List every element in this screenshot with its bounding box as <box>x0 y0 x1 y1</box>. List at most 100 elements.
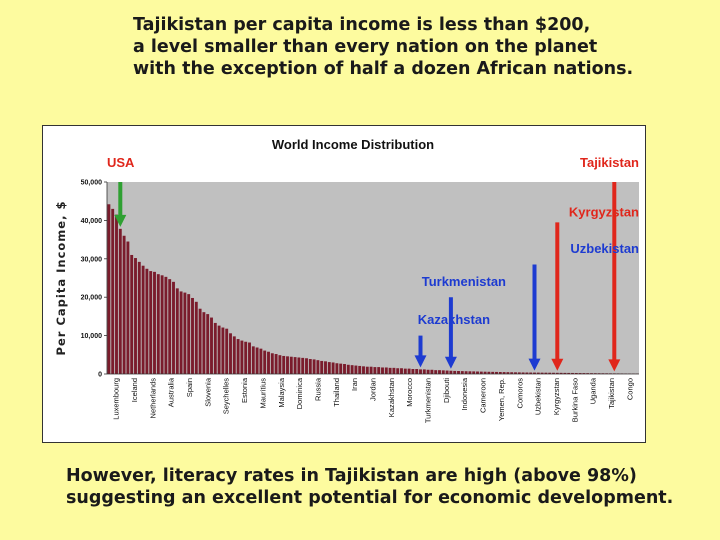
x-category-label: Seychelles <box>222 378 231 415</box>
bar <box>593 373 597 374</box>
bar <box>343 364 346 374</box>
y-tick-label: 20,000 <box>81 295 103 302</box>
x-category-label: Congo <box>625 378 634 400</box>
x-category-label: Kazakhstan <box>387 378 396 417</box>
annotation-arrowhead <box>414 355 427 368</box>
x-category-label: Comoros <box>515 378 524 409</box>
bottom-caption-line: suggesting an excellent potential for ec… <box>66 488 674 508</box>
bar <box>422 369 426 374</box>
bar <box>278 355 282 374</box>
x-category-label: Uzbekistan <box>534 378 543 415</box>
bar <box>232 336 236 374</box>
bottom-caption-line: However, literacy rates in Tajikistan ar… <box>66 466 637 486</box>
bar <box>502 372 506 374</box>
x-category-label: Uganda <box>589 377 598 404</box>
bar <box>191 297 194 374</box>
y-tick-label: 40,000 <box>81 218 103 225</box>
bar <box>202 312 206 374</box>
bar <box>453 370 457 374</box>
bar <box>149 271 153 374</box>
chart-title: World Income Distribution <box>272 137 434 152</box>
bar <box>240 340 244 374</box>
bar <box>567 372 571 374</box>
x-category-label: Dominica <box>295 377 304 409</box>
bar <box>548 372 552 374</box>
x-category-label: Tajikistan <box>607 378 616 409</box>
income-chart-figure: World Income Distribution Per Capita Inco… <box>42 125 646 443</box>
bar <box>335 363 339 374</box>
bar <box>552 372 555 374</box>
bar <box>316 360 320 374</box>
bar <box>244 341 248 374</box>
bar <box>445 370 449 374</box>
bar <box>183 292 187 374</box>
bar <box>449 370 453 374</box>
bar <box>137 261 141 374</box>
annotation-label: Tajikistan <box>580 155 639 170</box>
bar <box>187 294 191 374</box>
bar <box>388 367 392 374</box>
x-category-label: Spain <box>185 378 194 397</box>
x-category-label: Thailand <box>332 378 341 407</box>
bar <box>574 373 578 374</box>
bar <box>514 372 517 374</box>
x-category-label: Morocco <box>405 378 414 407</box>
bar <box>210 317 213 374</box>
bar <box>259 348 263 374</box>
bar <box>472 371 476 374</box>
annotation-arrowhead <box>528 358 541 371</box>
bar <box>354 365 358 374</box>
bar <box>107 204 111 374</box>
bar <box>381 367 384 374</box>
x-category-label: Kyrgyzstan <box>552 378 561 415</box>
annotation-label: Uzbekistan <box>570 241 639 256</box>
bar <box>358 365 362 374</box>
bar <box>255 347 259 374</box>
bar <box>559 372 563 374</box>
bar <box>487 371 491 374</box>
bar <box>426 369 430 374</box>
bar <box>251 346 255 374</box>
bar <box>430 369 434 374</box>
x-category-label: Yemen, Rep. <box>497 378 506 421</box>
bar <box>495 371 498 374</box>
annotation-label: Turkmenistan <box>422 274 506 289</box>
bar <box>289 356 293 374</box>
bar <box>164 276 168 374</box>
bar <box>438 370 441 374</box>
bar <box>491 371 495 374</box>
bar <box>305 358 308 374</box>
bar <box>373 367 377 374</box>
bar <box>153 271 156 374</box>
x-category-label: Jordan <box>369 378 378 401</box>
bar <box>525 372 529 374</box>
bar <box>400 368 403 374</box>
x-category-label: Russia <box>313 377 322 401</box>
bar <box>134 258 137 374</box>
bar <box>248 342 251 374</box>
x-category-label: Netherlands <box>148 378 157 419</box>
bar <box>175 288 179 374</box>
annotation-label: Kyrgyzstan <box>569 205 639 220</box>
bar <box>498 372 502 374</box>
bar <box>540 372 544 374</box>
bar <box>415 369 419 374</box>
bar <box>457 371 460 374</box>
bar <box>441 370 445 374</box>
bar <box>308 359 312 374</box>
bar <box>346 364 350 374</box>
bar <box>529 372 533 374</box>
bar <box>282 355 286 374</box>
bar <box>141 265 145 374</box>
bar <box>156 274 160 374</box>
bar <box>327 362 331 374</box>
bar <box>320 360 324 374</box>
bar <box>369 366 373 374</box>
bar <box>377 367 381 374</box>
bar <box>468 371 472 374</box>
x-category-label: Cameroon <box>479 378 488 413</box>
bar <box>297 357 301 374</box>
top-caption-line: with the exception of half a dozen Afric… <box>133 59 634 79</box>
bar <box>324 361 327 374</box>
bar <box>217 325 221 374</box>
